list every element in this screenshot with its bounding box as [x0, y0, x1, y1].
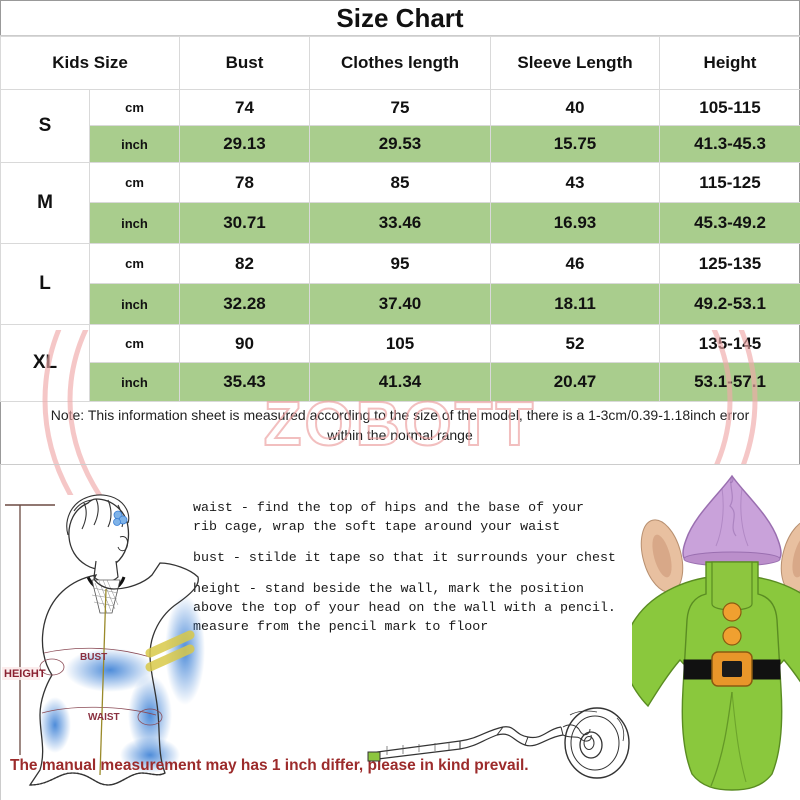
svg-text:WAIST: WAIST — [88, 712, 120, 723]
svg-text:HEIGHT: HEIGHT — [4, 668, 46, 680]
svg-text:BUST: BUST — [80, 652, 107, 663]
